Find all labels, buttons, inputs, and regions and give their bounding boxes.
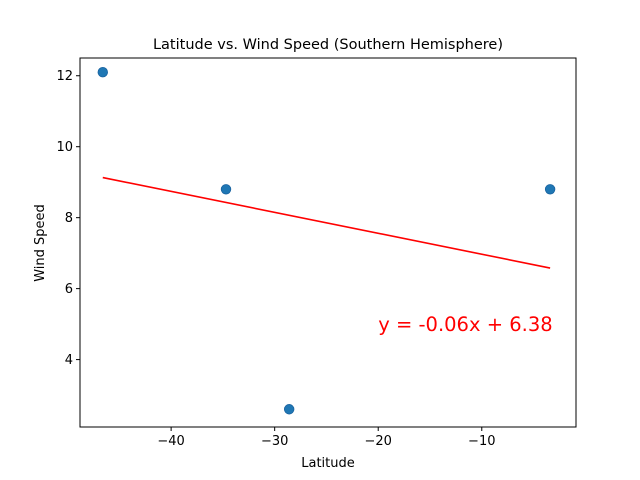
- chart-title: Latitude vs. Wind Speed (Southern Hemisp…: [153, 37, 503, 53]
- data-point: [97, 66, 108, 78]
- y-tick-label: 6: [65, 282, 73, 297]
- regression-equation: y = -0.06x + 6.38: [378, 313, 552, 336]
- regression-line: [102, 176, 551, 269]
- data-point: [220, 184, 232, 195]
- data-point: [283, 404, 295, 415]
- y-tick-label: 12: [56, 69, 73, 84]
- data-point: [544, 184, 556, 195]
- x-tick-label: −40: [157, 434, 184, 449]
- x-tick-label: −30: [261, 434, 288, 449]
- y-tick-label: 8: [65, 211, 73, 226]
- x-tick-label: −10: [468, 434, 495, 449]
- x-axis-label: Latitude: [301, 456, 355, 471]
- axes-frame: [79, 57, 577, 428]
- y-tick-label: 10: [56, 140, 73, 155]
- y-axis-label: Wind Speed: [33, 204, 48, 282]
- plot-area: −40 −30 −20 −10 4 6 8 10 12 y = -0.06x + 6.38: [56, 57, 577, 449]
- x-tick-label: −20: [365, 434, 392, 449]
- y-tick-label: 4: [65, 353, 73, 368]
